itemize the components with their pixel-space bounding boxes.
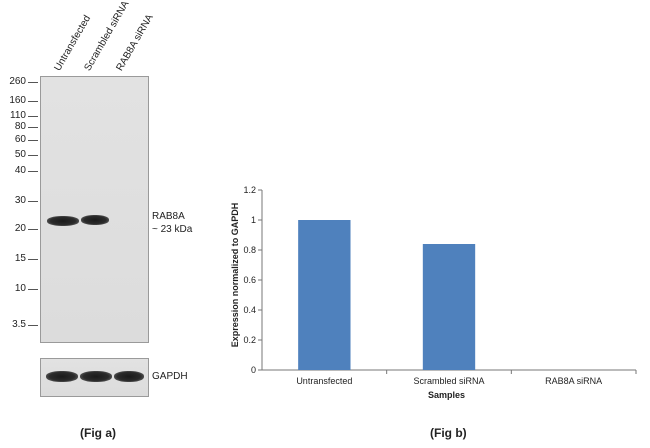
marker-110: 110 (10, 110, 26, 121)
marker-260: 260 (9, 76, 26, 87)
fig-b-caption: (Fig b) (430, 426, 467, 440)
marker-80: 80 (14, 121, 26, 132)
x-tick-label: Untransfected (296, 376, 352, 386)
band-gapdh-scrambled (80, 371, 112, 382)
y-tick-label: 0.2 (243, 335, 256, 345)
marker-tick (28, 259, 38, 260)
marker-15: 15 (14, 253, 26, 264)
y-axis-label: Expression normalized to GAPDH (230, 202, 240, 348)
marker-tick (28, 229, 38, 230)
bar (422, 244, 476, 370)
y-tick-label: 0.8 (243, 245, 256, 255)
marker-tick (28, 127, 38, 128)
y-tick-label: 0.4 (243, 305, 256, 315)
band-rab8a-scrambled (81, 215, 109, 225)
marker-50: 50 (14, 149, 26, 160)
marker-tick (28, 289, 38, 290)
marker-tick (28, 116, 38, 117)
marker-30: 30 (14, 195, 26, 206)
marker-tick (28, 171, 38, 172)
marker-tick (28, 155, 38, 156)
band-gapdh-rab8a-sirna (114, 371, 144, 382)
fig-a-caption: (Fig a) (80, 426, 116, 440)
blot-membrane (40, 76, 149, 343)
band-gapdh-untransfected (46, 371, 78, 382)
target-size: ~ 23 kDa (152, 224, 193, 235)
target-label: RAB8A (152, 211, 185, 222)
y-tick-label: 0.6 (243, 275, 256, 285)
marker-3-5: 3.5 (12, 319, 26, 330)
marker-20: 20 (14, 223, 26, 234)
x-tick-label: Scrambled siRNA (413, 376, 484, 386)
x-tick-label: RAB8A siRNA (545, 376, 602, 386)
y-tick-label: 1.2 (243, 185, 256, 195)
marker-tick (28, 201, 38, 202)
gapdh-label: GAPDH (152, 371, 188, 382)
marker-60: 60 (14, 134, 26, 145)
band-rab8a-untransfected (47, 216, 79, 226)
bar (298, 220, 351, 370)
marker-40: 40 (14, 165, 26, 176)
marker-tick (28, 82, 38, 83)
marker-tick (28, 101, 38, 102)
x-axis-label: Samples (428, 390, 466, 400)
y-tick-label: 1 (251, 215, 256, 225)
marker-10: 10 (14, 283, 26, 294)
y-tick-label: 0 (251, 365, 256, 375)
marker-tick (28, 325, 38, 326)
marker-160: 160 (9, 95, 26, 106)
marker-tick (28, 140, 38, 141)
